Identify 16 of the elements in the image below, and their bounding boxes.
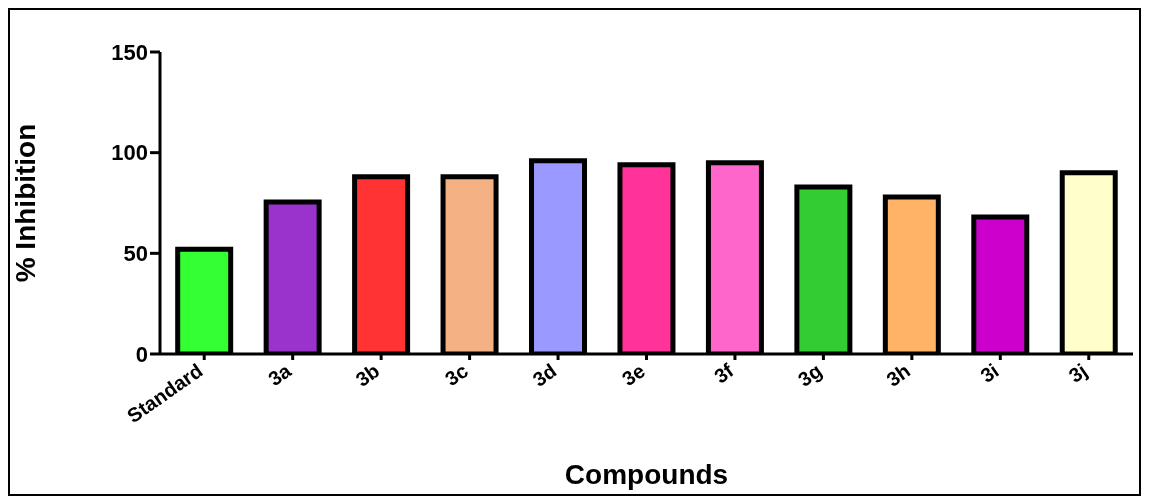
y-tick-label: 100	[111, 140, 148, 166]
x-tick-label: 3f	[710, 359, 738, 388]
x-tick-label: 3j	[1064, 359, 1092, 387]
x-axis-title: Compounds	[564, 459, 729, 490]
x-tick-label: 3a	[264, 358, 296, 391]
x-tick-label: 3g	[793, 359, 826, 391]
x-tick-label: 3b	[351, 359, 384, 391]
x-tick-label: 3e	[617, 359, 649, 391]
y-tick-label: 0	[135, 341, 148, 367]
y-tick-label: 150	[111, 39, 148, 65]
y-axis-title: % Inhibition	[9, 123, 41, 283]
x-tick-label: 3c	[441, 359, 472, 391]
x-tick-label: 3d	[528, 359, 561, 391]
x-tick-label: 3h	[882, 359, 915, 391]
x-tick-label: 3i	[976, 359, 1003, 387]
y-tick-label: 50	[123, 241, 148, 267]
